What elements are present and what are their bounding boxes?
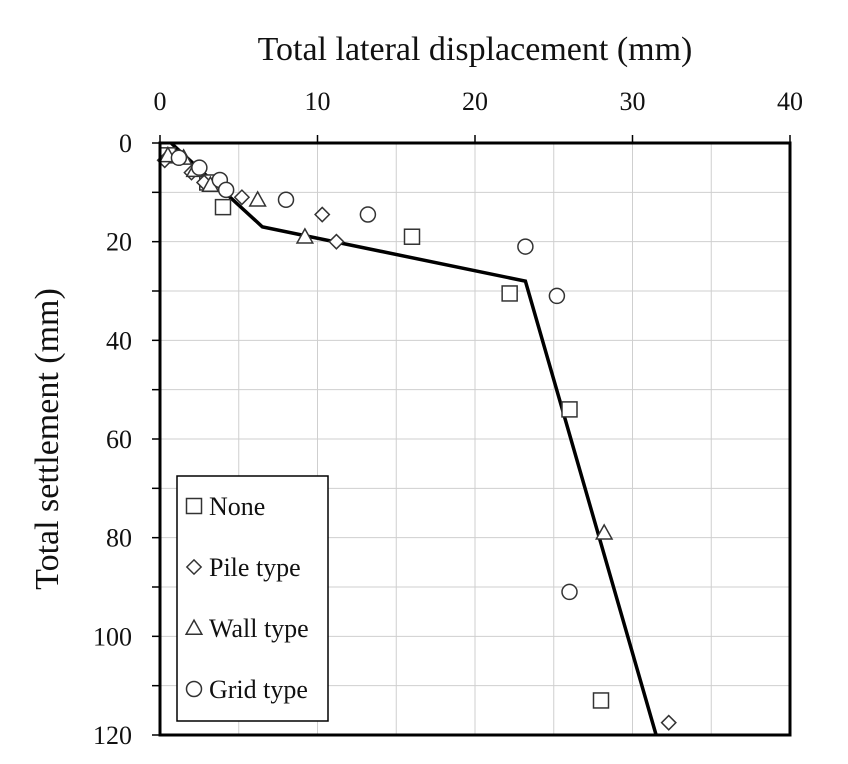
y-tick-label: 120 [93,721,132,750]
data-point-grid-type [561,583,578,601]
y-tick-label: 0 [119,129,132,158]
data-point-none [561,401,578,418]
data-point-grid-type [359,206,377,223]
chart-title: Total lateral displacement (mm) [258,31,693,68]
x-tick-label: 10 [305,87,331,116]
y-tick-label: 60 [106,425,132,454]
legend-marker-pile-type [185,558,203,576]
legend-marker-none [185,497,203,515]
y-tick-label: 20 [106,228,132,257]
data-point-wall-type [295,227,315,244]
data-point-none [592,692,610,709]
legend-label-pile-type: Pile type [209,553,301,582]
legend-box [176,475,329,722]
grid-lines [160,143,790,735]
x-tick-label: 20 [462,87,488,116]
plot-frame [158,141,792,737]
data-point-wall-type [248,190,267,207]
legend-label-none: None [209,492,265,521]
data-point-pile-type [660,714,677,731]
data-point-pile-type [233,189,251,206]
data-point-pile-type [328,233,345,250]
data-point-grid-type [191,159,208,176]
data-point-grid-type [170,149,188,167]
data-point-none [403,228,421,245]
data-point-grid-type [548,287,566,305]
data-point-wall-type [595,523,614,540]
y-tick-label: 80 [106,524,132,553]
data-point-none [501,285,518,302]
data-point-grid-type [517,238,534,255]
data-point-pile-type [314,206,331,223]
y-axis-label: Total settlement (mm) [29,288,66,590]
legend-marker-grid-type [185,680,203,698]
legend-label-grid-type: Grid type [209,675,308,704]
x-tick-label: 30 [620,87,646,116]
legend: None Pile type Wall type Grid type [176,475,329,722]
data-markers [156,145,677,731]
data-point-none [214,198,232,216]
y-tick-label: 40 [106,326,132,355]
y-tick-label: 100 [93,622,132,651]
data-point-grid-type [277,191,295,208]
legend-label-wall-type: Wall type [209,614,309,643]
data-point-grid-type [217,181,235,199]
legend-marker-wall-type [184,618,204,636]
x-tick-label: 40 [777,87,803,116]
x-tick-label: 0 [154,87,167,116]
